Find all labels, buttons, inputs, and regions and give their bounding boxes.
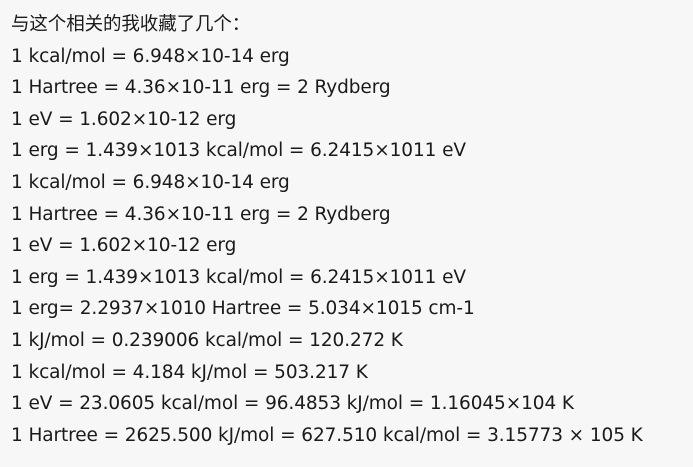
conversion-line: 1 erg= 2.2937×1010 Hartree = 5.034×1015 … [11,298,475,320]
conversion-line: 1 erg = 1.439×1013 kcal/mol = 6.2415×101… [11,266,466,288]
conversion-line: 1 eV = 1.602×10-12 erg [11,108,237,130]
intro-text: 与这个相关的我收藏了几个： [11,14,251,35]
conversion-line: 1 erg = 1.439×1013 kcal/mol = 6.2415×101… [11,140,466,162]
conversion-line: 1 eV = 1.602×10-12 erg [11,235,237,257]
conversion-line: 1 kcal/mol = 6.948×10-14 erg [11,171,290,193]
conversion-line: 1 Hartree = 2625.500 kJ/mol = 627.510 kc… [11,424,643,446]
conversion-line: 1 Hartree = 4.36×10-11 erg = 2 Rydberg [11,77,391,99]
conversion-line: 1 eV = 23.0605 kcal/mol = 96.4853 kJ/mol… [11,393,574,415]
conversion-line: 1 kJ/mol = 0.239006 kcal/mol = 120.272 K [11,329,403,351]
conversion-line: 1 kcal/mol = 6.948×10-14 erg [11,45,290,67]
conversion-line: 1 Hartree = 4.36×10-11 erg = 2 Rydberg [11,203,391,225]
conversion-line: 1 kcal/mol = 4.184 kJ/mol = 503.217 K [11,361,368,383]
